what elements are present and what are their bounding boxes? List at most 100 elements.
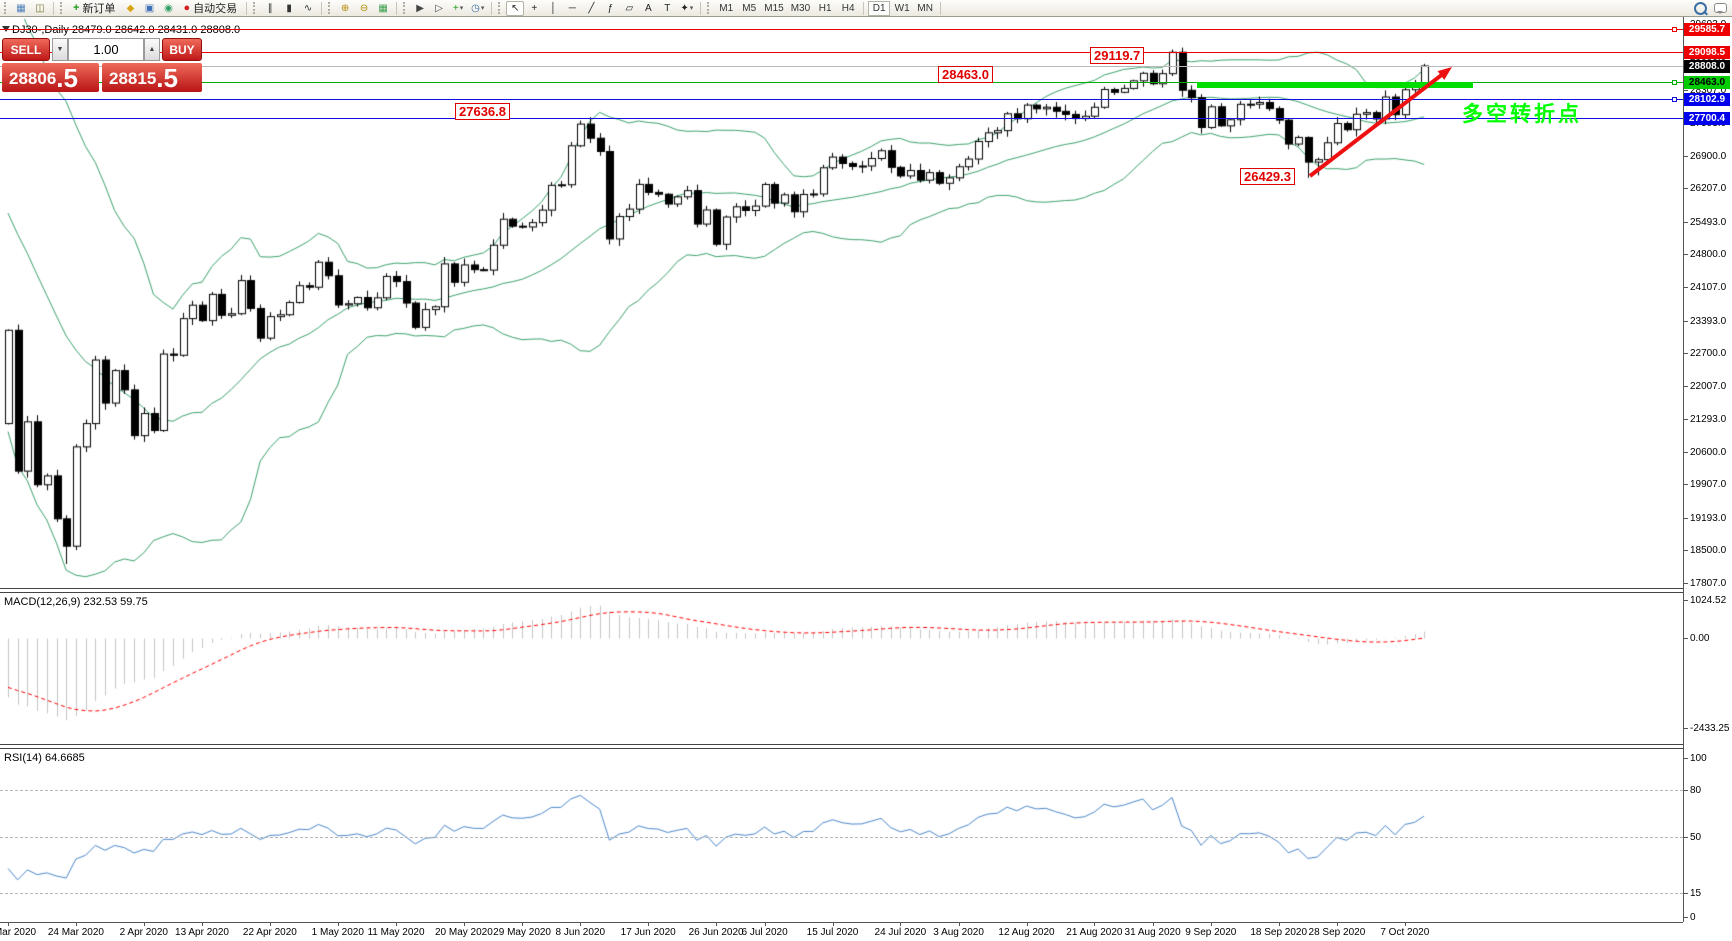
toolbar-grip xyxy=(60,2,65,14)
terminal-window-icon: ▣ xyxy=(144,2,155,14)
timeframe-m30-button[interactable]: M30 xyxy=(790,2,811,14)
turning-point-note[interactable]: 多空转折点 xyxy=(1462,103,1582,126)
new-order-button[interactable]: + 新订单 xyxy=(68,1,120,16)
zoom-in-button[interactable]: ⊕ xyxy=(336,1,354,16)
tile-windows-button[interactable]: ▦ xyxy=(374,1,392,16)
macd-tick xyxy=(1684,728,1688,730)
crosshair-tool-button[interactable]: + xyxy=(525,1,543,16)
price-level-line[interactable] xyxy=(0,29,1683,30)
sell-price-button[interactable]: 28806.5 xyxy=(2,63,99,92)
indicators-list-button[interactable]: + ▾ xyxy=(449,1,467,16)
price-label-box[interactable]: 27636.8 xyxy=(455,103,510,120)
chart-profiles-button[interactable]: ◫ xyxy=(31,1,49,16)
timeframe-m15-button[interactable]: M15 xyxy=(764,2,784,14)
date-tick-label: 6 Jul 2020 xyxy=(741,927,788,938)
auto-trading-button[interactable]: ● 自动交易 xyxy=(178,1,242,16)
timeframe-w1-button[interactable]: W1 xyxy=(894,2,910,14)
price-label-box[interactable]: 28463.0 xyxy=(938,66,993,83)
price-tick-label: 24107.0 xyxy=(1690,281,1727,293)
search-button[interactable] xyxy=(1691,1,1710,16)
date-tick-label: 15 Jul 2020 xyxy=(806,927,859,938)
arrows-tool-button[interactable]: ✦ ▾ xyxy=(677,1,696,16)
timeframe-m5-button[interactable]: M5 xyxy=(742,2,757,14)
new-order-icon: + xyxy=(73,2,80,14)
sell-button[interactable]: SELL xyxy=(2,38,50,61)
date-tick xyxy=(1404,922,1406,926)
price-tick-label: 17807.0 xyxy=(1690,578,1727,590)
text-tool-button[interactable]: A xyxy=(639,1,657,16)
indicators-list-icon: + xyxy=(452,2,459,14)
price-tick xyxy=(1684,254,1688,256)
date-tick xyxy=(832,922,834,926)
line-handle[interactable] xyxy=(1672,80,1677,85)
rsi-tick xyxy=(1684,789,1688,791)
price-label-box[interactable]: 26429.3 xyxy=(1240,168,1295,185)
price-badge: 27700.4 xyxy=(1684,112,1730,125)
price-level-line[interactable] xyxy=(0,52,1683,53)
vline-tool-button[interactable]: │ xyxy=(544,1,562,16)
date-tick xyxy=(143,922,145,926)
rsi-axis-label: 50 xyxy=(1690,832,1702,844)
date-tick-label: 22 Apr 2020 xyxy=(242,927,297,938)
line-mode-button[interactable]: ∿ xyxy=(299,1,317,16)
price-tick xyxy=(1684,155,1688,157)
fibonacci-tool-button[interactable]: ƒ xyxy=(601,1,619,16)
price-tick xyxy=(1684,353,1688,355)
support-zone-band[interactable] xyxy=(1197,82,1473,88)
rsi-axis-label: 0 xyxy=(1690,911,1696,923)
price-badge: 28808.0 xyxy=(1684,60,1730,73)
price-chart-canvas[interactable] xyxy=(0,0,1683,941)
chart-shift-button[interactable]: ▷ xyxy=(430,1,448,16)
candles-mode-button[interactable]: ▮ xyxy=(280,1,298,16)
timeframe-h4-button[interactable]: H4 xyxy=(841,2,855,14)
date-tick xyxy=(1278,922,1280,926)
channel-tool-button[interactable]: ▱ xyxy=(620,1,638,16)
price-level-line[interactable] xyxy=(0,82,1683,83)
timeframe-mn-button[interactable]: MN xyxy=(917,2,933,14)
signals-button[interactable]: ◉ xyxy=(159,1,177,16)
buy-price-button[interactable]: 28815.5 xyxy=(102,63,202,92)
price-tick xyxy=(1684,583,1688,585)
label-tool-button[interactable]: T xyxy=(658,1,676,16)
trendline-tool-button[interactable]: ╱ xyxy=(582,1,600,16)
volume-input[interactable] xyxy=(68,38,144,61)
periods-menu-icon: ◷ xyxy=(471,2,480,14)
price-level-line[interactable] xyxy=(0,66,1683,67)
zoom-out-button[interactable]: ⊖ xyxy=(355,1,373,16)
cursor-tool-button[interactable]: ↖ xyxy=(506,0,525,16)
date-tick-label: 18 Sep 2020 xyxy=(1250,927,1308,938)
volume-decrease-button[interactable]: ▼ xyxy=(52,38,68,61)
auto-scroll-button[interactable]: ▶ xyxy=(411,1,429,16)
trendline-tool-icon: ╱ xyxy=(588,2,595,14)
line-handle[interactable] xyxy=(1672,27,1677,32)
timeframe-h1-button[interactable]: H1 xyxy=(818,2,832,14)
date-tick-label: 31 Aug 2020 xyxy=(1124,927,1181,938)
price-level-line[interactable] xyxy=(0,118,1683,119)
periods-menu-button[interactable]: ◷ ▾ xyxy=(468,1,487,16)
price-label-box[interactable]: 29119.7 xyxy=(1090,47,1145,64)
search-icon xyxy=(1694,1,1707,15)
buy-button[interactable]: BUY xyxy=(162,38,202,61)
date-tick xyxy=(522,922,524,926)
price-level-line[interactable] xyxy=(0,99,1683,100)
new-chart-button[interactable]: ▦ xyxy=(12,1,30,16)
timeframe-m1-button[interactable]: M1 xyxy=(719,2,734,14)
bars-mode-button[interactable]: ∥ xyxy=(261,1,279,16)
bars-mode-icon: ∥ xyxy=(267,2,273,14)
pane-separator[interactable] xyxy=(0,588,1683,593)
hline-tool-button[interactable]: ─ xyxy=(563,1,581,16)
macd-indicator-label: MACD(12,26,9) 232.53 59.75 xyxy=(4,596,148,608)
pane-separator[interactable] xyxy=(0,744,1683,749)
terminal-window-button[interactable]: ▣ xyxy=(140,1,158,16)
price-tick xyxy=(1684,320,1688,322)
chat-button[interactable] xyxy=(1711,1,1730,16)
channel-tool-icon: ▱ xyxy=(625,2,634,14)
new-order-label: 新订单 xyxy=(82,3,116,15)
date-tick xyxy=(1336,922,1338,926)
line-handle[interactable] xyxy=(1672,97,1677,102)
metaeditor-button[interactable]: ◆ xyxy=(121,1,139,16)
chat-icon xyxy=(1714,3,1727,14)
price-tick xyxy=(1684,451,1688,453)
timeframe-d1-button[interactable]: D1 xyxy=(868,0,891,16)
volume-increase-button[interactable]: ▲ xyxy=(144,38,160,61)
